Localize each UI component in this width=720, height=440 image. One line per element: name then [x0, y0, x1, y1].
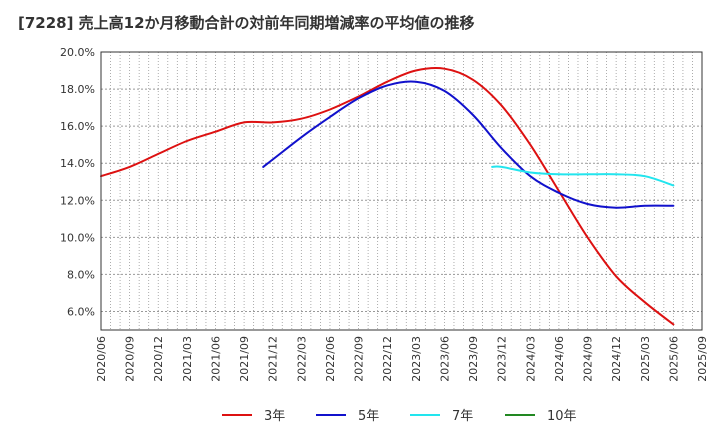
x-axis-ticks: 2020/06 2020/09 2020/12 2021/03 2021/06 2021/… [95, 336, 709, 382]
legend: 3年 5年 7年 10年 [222, 409, 577, 424]
x-tick-label: 2023/03 [410, 336, 423, 382]
x-tick-label: 2020/12 [152, 336, 165, 382]
x-tick-label: 2023/09 [467, 336, 480, 382]
x-tick-label: 2024/03 [524, 336, 537, 382]
y-axis-ticks: 6.0% 8.0% 10.0% 12.0% 14.0% 16.0% 18.0% 20.0% [60, 46, 95, 318]
series-line-1 [100, 67, 675, 326]
x-tick-label: 2023/06 [438, 336, 451, 382]
x-tick-label: 2022/09 [353, 336, 366, 382]
x-tick-label: 2025/03 [639, 336, 652, 382]
x-tick-label: 2020/06 [95, 336, 108, 382]
series-lines [100, 67, 675, 326]
x-tick-label: 2021/12 [267, 336, 280, 382]
series-line-3 [491, 165, 675, 187]
y-tick-label: 12.0% [60, 194, 95, 207]
x-tick-label: 2022/12 [381, 336, 394, 382]
x-tick-label: 2025/06 [667, 336, 680, 382]
y-tick-label: 14.0% [60, 157, 95, 170]
x-tick-label: 2024/09 [582, 336, 595, 382]
grid [100, 51, 703, 330]
y-tick-label: 6.0% [67, 305, 95, 318]
series-line-2 [262, 80, 675, 209]
y-tick-label: 10.0% [60, 231, 95, 244]
legend-label: 7年 [452, 409, 473, 424]
x-tick-label: 2023/12 [496, 336, 509, 382]
legend-label: 10年 [547, 409, 577, 424]
x-tick-label: 2021/09 [238, 336, 251, 382]
x-tick-label: 2024/06 [553, 336, 566, 382]
x-tick-label: 2021/06 [209, 336, 222, 382]
y-tick-label: 8.0% [67, 268, 95, 281]
x-tick-label: 2020/09 [124, 336, 137, 382]
x-tick-label: 2022/06 [324, 336, 337, 382]
chart-title: [7228] 売上高12か月移動合計の対前年同期増減率の平均値の推移 [18, 14, 475, 32]
legend-label: 5年 [358, 409, 379, 424]
x-tick-label: 2022/03 [295, 336, 308, 382]
x-tick-label: 2021/03 [181, 336, 194, 382]
y-tick-label: 18.0% [60, 83, 95, 96]
x-tick-label: 2024/12 [610, 336, 623, 382]
y-tick-label: 20.0% [60, 46, 95, 59]
plot-frame [100, 51, 703, 331]
legend-label: 3年 [264, 409, 285, 424]
y-tick-label: 16.0% [60, 120, 95, 133]
x-tick-label: 2025/09 [696, 336, 709, 382]
